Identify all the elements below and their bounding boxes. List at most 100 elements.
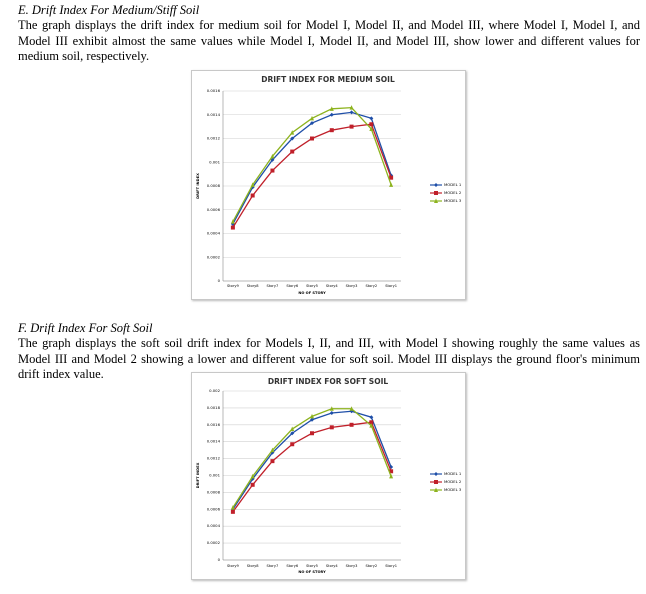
y-tick-label: 0.001 (209, 159, 220, 164)
x-tick-label: Story8 (247, 284, 259, 288)
x-tick-label: Story2 (365, 564, 377, 568)
y-axis-title: DRIFT INDEX (196, 173, 200, 199)
data-point (329, 112, 334, 117)
data-point (250, 482, 255, 487)
legend-label: MODEL 3 (444, 487, 462, 492)
y-tick-label: 0.0018 (207, 405, 221, 410)
series-line (232, 421, 392, 513)
y-tick-label: 0.0004 (207, 523, 221, 528)
data-point (329, 410, 334, 415)
x-tick-label: Story8 (247, 564, 259, 568)
x-tick-label: Story9 (227, 284, 239, 288)
chart: DRIFT INDEX FOR SOFT SOIL DRIFT INDEX NO O… (191, 372, 466, 580)
data-point (250, 473, 255, 479)
data-point (290, 426, 295, 432)
y-tick-label: 0.0008 (207, 489, 221, 494)
data-point (270, 153, 275, 159)
data-point (389, 175, 394, 180)
x-tick-label: Story4 (326, 564, 338, 568)
y-tick-label: 0.0016 (207, 422, 221, 427)
y-tick-label: 0.0004 (207, 231, 221, 236)
legend-label: MODEL 3 (444, 198, 462, 203)
x-tick-label: Story5 (306, 564, 318, 568)
x-axis-title: NO OF STORY (298, 570, 326, 574)
data-point (389, 469, 394, 474)
legend-marker (434, 480, 438, 484)
y-tick-label: 0.0016 (207, 88, 221, 93)
data-point (369, 423, 374, 428)
legend-label: MODEL 1 (444, 182, 462, 187)
data-point (369, 122, 374, 127)
legend-marker (434, 472, 438, 476)
x-tick-label: Story2 (365, 284, 377, 288)
data-point (230, 219, 235, 224)
data-point (310, 431, 314, 436)
data-point (270, 168, 275, 173)
data-point (329, 128, 334, 133)
y-tick-label: 0.0008 (207, 183, 221, 188)
data-point (230, 225, 235, 230)
x-tick-label: Story9 (227, 564, 239, 568)
data-point (329, 406, 334, 411)
data-point (349, 105, 354, 110)
data-point (369, 126, 374, 131)
data-point (290, 149, 295, 154)
data-point (349, 110, 354, 115)
x-tick-label: Story3 (346, 284, 358, 288)
data-point (310, 115, 314, 121)
chart-title: DRIFT INDEX FOR SOFT SOIL (268, 377, 389, 386)
x-tick-label: Story6 (286, 284, 298, 288)
data-point (329, 425, 334, 430)
legend-marker (434, 198, 438, 203)
y-tick-label: 0 (218, 557, 221, 562)
chart: DRIFT INDEX FOR MEDIUM SOIL DRIFT INDEX NO… (191, 70, 466, 300)
data-point (369, 420, 374, 425)
data-point (250, 193, 255, 198)
data-point (230, 509, 235, 514)
data-point (290, 442, 295, 447)
y-tick-label: 0.0012 (207, 136, 221, 141)
section-heading: F. Drift Index For Soft Soil (18, 321, 153, 335)
chart-title: DRIFT INDEX FOR MEDIUM SOIL (261, 75, 395, 84)
data-point (250, 182, 255, 187)
y-tick-label: 0.0014 (207, 439, 221, 444)
x-tick-label: Story5 (306, 284, 318, 288)
x-tick-label: Story6 (286, 564, 298, 568)
data-point (290, 130, 295, 135)
data-point (389, 473, 394, 479)
legend-marker (434, 191, 438, 195)
y-axis-title: DRIFT INDEX (196, 462, 200, 488)
data-point (349, 406, 354, 411)
x-tick-label: Story1 (385, 284, 397, 288)
data-point (290, 431, 295, 436)
section-heading: E. Drift Index For Medium/Stiff Soil (18, 3, 200, 17)
data-point (329, 106, 334, 111)
data-point (369, 116, 374, 121)
data-point (270, 447, 275, 453)
y-tick-label: 0.0002 (207, 254, 221, 259)
series-line (232, 111, 392, 225)
data-point (349, 124, 354, 129)
y-tick-label: 0.001 (209, 473, 220, 478)
y-tick-label: 0.0006 (207, 207, 221, 212)
data-point (270, 459, 275, 464)
section-paragraph: The graph displays the drift index for m… (18, 18, 640, 63)
y-tick-label: 0.002 (209, 388, 220, 393)
data-point (369, 415, 374, 420)
legend-label: MODEL 1 (444, 471, 462, 476)
section-paragraph: The graph displays the soft soil drift i… (18, 336, 640, 381)
legend-marker (434, 183, 438, 187)
y-tick-label: 0.0012 (207, 456, 221, 461)
x-tick-label: Story4 (326, 284, 338, 288)
data-point (310, 136, 314, 141)
x-tick-label: Story7 (267, 564, 279, 568)
data-point (230, 505, 235, 510)
data-point (310, 121, 314, 126)
legend-marker (434, 487, 438, 492)
y-tick-label: 0 (218, 278, 221, 283)
y-tick-label: 0.0006 (207, 506, 221, 511)
data-point (310, 417, 314, 422)
data-point (290, 136, 295, 141)
data-point (349, 422, 354, 427)
